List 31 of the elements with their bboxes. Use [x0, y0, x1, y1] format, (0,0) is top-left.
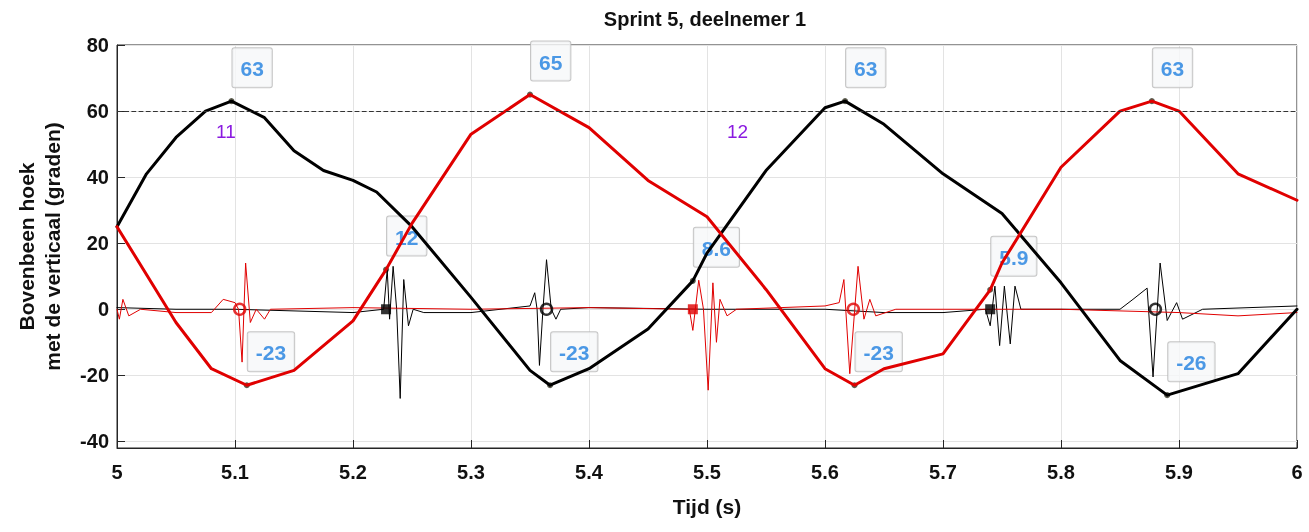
y-tick-label: -20 — [80, 364, 109, 387]
x-axis-title: Tijd (s) — [672, 495, 742, 518]
chart-title: Sprint 5, deelnemer 1 — [603, 8, 807, 30]
x-tick-label: 5.1 — [221, 461, 249, 483]
x-tick-label: 6 — [1291, 461, 1303, 483]
x-tick-label: 5.2 — [339, 461, 367, 483]
x-tick-label: 5.7 — [929, 461, 957, 483]
x-tick-label: 5.3 — [457, 461, 485, 483]
data-label: -26 — [1176, 351, 1207, 375]
x-tick-label: 5.9 — [1165, 461, 1193, 483]
y-tick-label: -40 — [80, 430, 109, 453]
data-label: 63 — [240, 57, 264, 81]
y-tick-label: 0 — [97, 298, 109, 321]
x-tick-label: 5.4 — [575, 461, 604, 483]
y-tick-label: 40 — [86, 166, 109, 189]
data-label: 65 — [539, 50, 563, 74]
y-tick-label: 20 — [86, 232, 109, 255]
x-tick-label: 5.8 — [1047, 461, 1075, 483]
data-label: -23 — [255, 341, 287, 365]
annotation: 12 — [727, 121, 749, 142]
data-label: 63 — [854, 57, 878, 81]
x-tick-label: 5 — [111, 461, 123, 483]
x-tick-label: 5.6 — [811, 461, 839, 483]
y-tick-label: 80 — [86, 34, 109, 56]
data-label: -23 — [863, 341, 894, 365]
y-tick-label: 60 — [86, 100, 109, 123]
x-tick-label: 5.5 — [693, 461, 721, 483]
y-axis-title: Bovenbeen hoek met de verticaal (graden) — [14, 122, 64, 371]
annotation: 11 — [216, 121, 236, 142]
data-label: -23 — [559, 341, 590, 365]
data-label: 63 — [1160, 57, 1185, 81]
